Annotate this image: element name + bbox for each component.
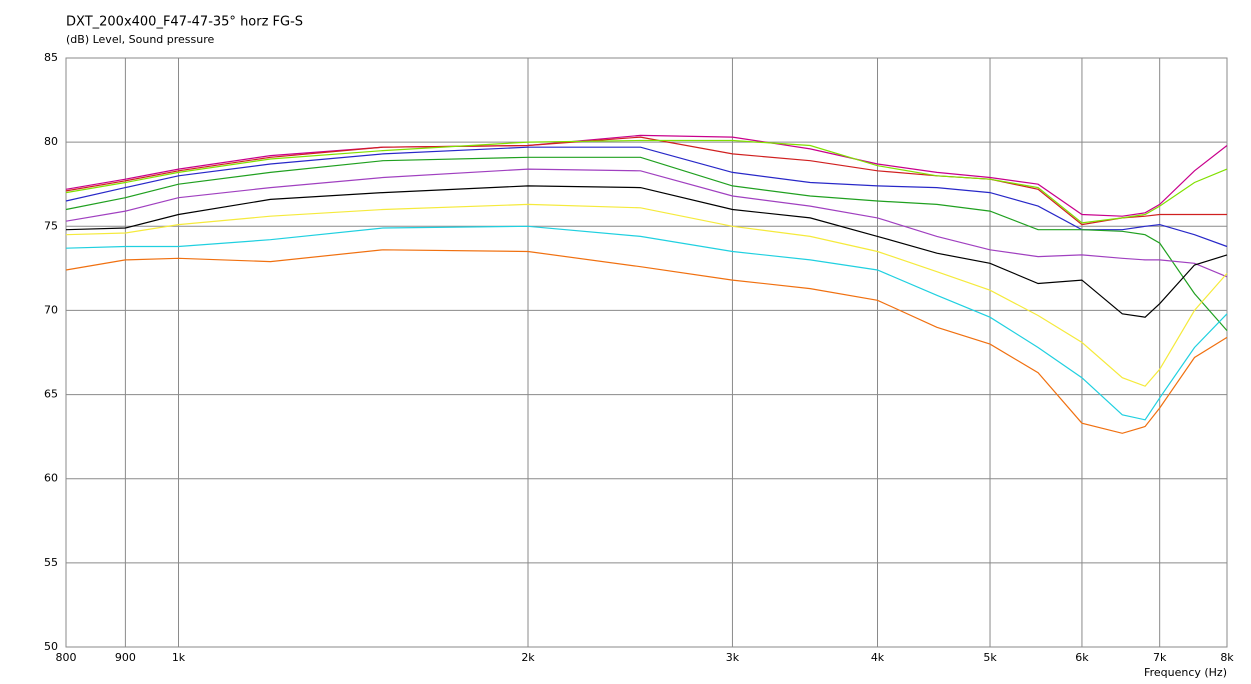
x-tick-label: 800 (56, 651, 77, 664)
series-line (65, 136, 1227, 226)
series-line (65, 249, 1228, 434)
series-line (65, 203, 1228, 387)
series-line (65, 156, 1228, 331)
chart-title: DXT_200x400_F47-47-35° horz FG-S (66, 15, 303, 30)
y-tick-label: 70 (44, 303, 58, 316)
x-tick-label: 4k (871, 651, 885, 664)
x-tick-label: 7k (1153, 651, 1167, 664)
y-tick-label: 65 (44, 388, 58, 401)
x-tick-label: 3k (726, 651, 740, 664)
x-tick-label: 2k (521, 651, 535, 664)
x-tick-label: 1k (172, 651, 186, 664)
series-line (65, 139, 1228, 224)
x-axis-label: Frequency (Hz) (1144, 666, 1227, 679)
series-line (65, 168, 1228, 278)
y-tick-label: 50 (44, 640, 58, 653)
series-line (65, 185, 1228, 318)
y-tick-label: 75 (44, 219, 58, 232)
series-line (65, 146, 1228, 248)
y-tick-label: 85 (44, 51, 58, 64)
y-tick-label: 80 (44, 135, 58, 148)
x-tick-label: 900 (115, 651, 136, 664)
plot-area (65, 57, 1228, 648)
x-tick-label: 5k (983, 651, 997, 664)
y-axis-label: (dB) Level, Sound pressure (66, 33, 215, 46)
y-tick-label: 55 (44, 556, 58, 569)
x-tick-label: 6k (1075, 651, 1089, 664)
series-line (65, 134, 1228, 217)
series-line (65, 225, 1228, 421)
y-tick-label: 60 (44, 472, 58, 485)
x-tick-label: 8k (1220, 651, 1234, 664)
